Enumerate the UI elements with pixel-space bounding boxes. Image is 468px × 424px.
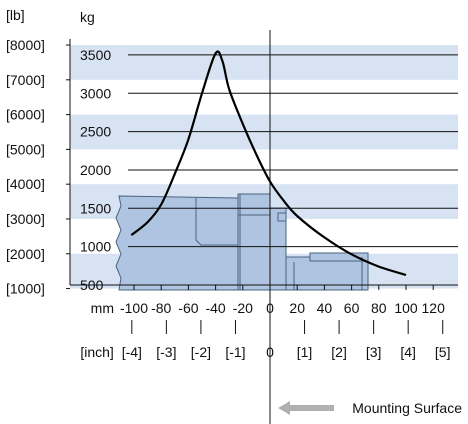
x-secondary-axis-title: [inch] [80, 344, 113, 360]
x-tick-label: 60 [344, 300, 360, 316]
x-tick-label: -60 [178, 300, 198, 316]
y-secondary-tick-label: [5000] [6, 141, 45, 157]
x-secondary-tick-label: [-4] [122, 344, 142, 360]
y-axis-title: kg [80, 9, 95, 25]
y-tick-label: 3500 [80, 47, 111, 63]
finger-top [309, 252, 369, 262]
x-tick-label: -100 [120, 300, 148, 316]
y-secondary-tick-label: [8000] [6, 37, 45, 53]
load-curve [130, 50, 407, 277]
series-layer [130, 50, 407, 277]
gridlines [128, 54, 458, 248]
y-secondary-tick-label: [2000] [6, 246, 45, 262]
mounting-arrow [278, 401, 334, 415]
x-secondary-tick-label: [5] [435, 344, 451, 360]
x-tick-label: 40 [317, 300, 333, 316]
y-tick-label: 2500 [80, 124, 111, 140]
x-tick-label: -80 [151, 300, 171, 316]
y-secondary-axis-title: [lb] [6, 7, 25, 23]
y-tick-label: 1000 [80, 239, 111, 255]
x-tick-label: 100 [394, 300, 418, 316]
mounting-surface-label: Mounting Surface [352, 400, 462, 416]
x-axis-title: mm [91, 300, 114, 316]
axes [66, 30, 458, 334]
y-secondary-tick-label: [1000] [6, 281, 45, 297]
y-tick-label: 3000 [80, 85, 111, 101]
finger-mount-notch [277, 212, 287, 222]
axis-labels: [1000] [2000] [3000] [4000] [5000] [6000] [700… [6, 7, 451, 360]
x-secondary-tick-label: [3] [366, 344, 382, 360]
y-secondary-tick-label: [4000] [6, 176, 45, 192]
y-tick-label: 500 [80, 277, 104, 293]
x-tick-label: 120 [422, 300, 446, 316]
x-secondary-tick-label: [-3] [156, 344, 176, 360]
x-tick-label: -20 [233, 300, 253, 316]
x-secondary-tick-label: [4] [400, 344, 416, 360]
y-tick-label: 2000 [80, 162, 111, 178]
background-band [70, 45, 458, 80]
gripper-body-detail [195, 198, 238, 246]
x-tick-label: -40 [205, 300, 225, 316]
x-secondary-tick-label: [-2] [191, 344, 211, 360]
y-secondary-tick-label: [7000] [6, 72, 45, 88]
gripper-body [115, 195, 239, 291]
x-secondary-tick-label: [1] [297, 344, 313, 360]
gripper-jaw-block [237, 193, 271, 291]
gripper-silhouette [115, 193, 369, 291]
x-tick-label: 20 [289, 300, 305, 316]
mounting-annotation: Mounting Surface [269, 285, 462, 424]
x-secondary-tick-label: [2] [331, 344, 347, 360]
x-secondary-tick-label: [-1] [225, 344, 245, 360]
x-tick-label: 80 [371, 300, 387, 316]
y-secondary-tick-label: [3000] [6, 211, 45, 227]
y-tick-label: 1500 [80, 200, 111, 216]
y-secondary-tick-label: [6000] [6, 107, 45, 123]
